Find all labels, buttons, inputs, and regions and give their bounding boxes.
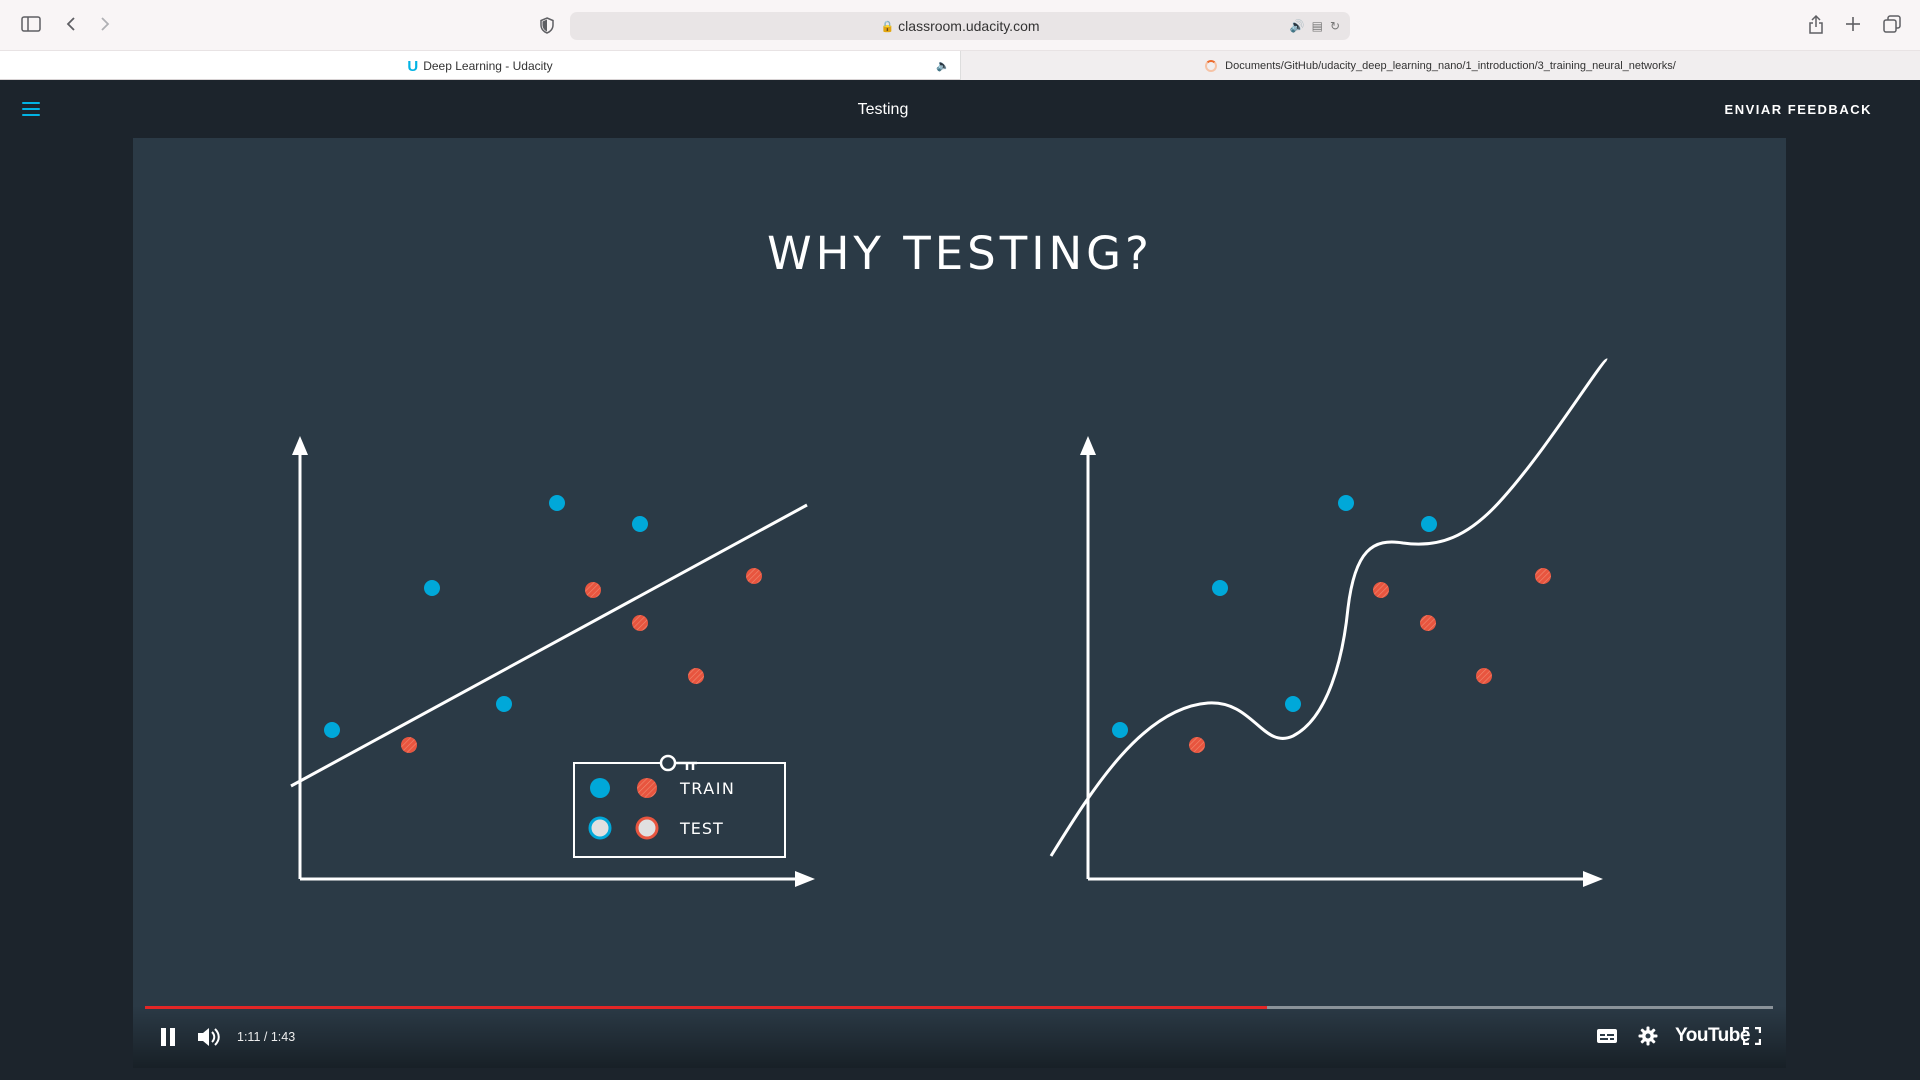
train-point-blue — [424, 580, 440, 596]
reload-icon[interactable]: ↻ — [1329, 19, 1340, 33]
legend-train-blue — [590, 778, 610, 798]
forward-icon[interactable] — [96, 14, 114, 34]
sidebar-toggle-icon[interactable] — [20, 15, 42, 33]
left-chart-points — [324, 495, 762, 753]
classroom-header: Testing ENVIAR FEEDBACK — [0, 80, 1920, 138]
progress-bar[interactable] — [145, 1006, 1773, 1009]
key-icon — [659, 754, 697, 772]
train-point-blue — [549, 495, 565, 511]
right-chart-points — [1112, 495, 1551, 753]
train-point-red — [1476, 668, 1492, 684]
send-feedback-button[interactable]: ENVIAR FEEDBACK — [1724, 102, 1872, 117]
browser-toolbar: 🔒 classroom.udacity.com 🔊 ▤ ↻ — [0, 0, 1920, 50]
tab-documents[interactable]: Documents/GitHub/udacity_deep_learning_n… — [960, 51, 1920, 81]
legend: TRAIN TEST — [573, 754, 786, 858]
legend-test-label: TEST — [679, 819, 724, 838]
train-point-blue — [496, 696, 512, 712]
tab-label: Documents/GitHub/udacity_deep_learning_n… — [1225, 60, 1676, 72]
share-icon[interactable] — [1806, 13, 1826, 35]
train-point-red — [746, 568, 762, 584]
page-title: Testing — [857, 101, 909, 118]
train-point-blue — [632, 516, 648, 532]
pause-icon[interactable] — [160, 1027, 176, 1047]
subtitles-icon[interactable] — [1596, 1028, 1618, 1044]
train-point-blue — [1421, 516, 1437, 532]
right-chart-axes — [1080, 436, 1603, 887]
legend-test-red — [635, 816, 659, 840]
slide-title: WHY TESTING? — [767, 227, 1153, 280]
slide-content: WHY TESTING? — [290, 227, 1609, 887]
progress-fill — [145, 1006, 1268, 1009]
train-point-blue — [1285, 696, 1301, 712]
legend-test-blue — [588, 816, 612, 840]
train-point-red — [1535, 568, 1551, 584]
left-chart-axes — [292, 436, 815, 887]
url-text: classroom.udacity.com — [898, 18, 1040, 34]
train-point-blue — [1112, 722, 1128, 738]
address-bar[interactable]: 🔒 classroom.udacity.com 🔊 ▤ ↻ — [570, 12, 1350, 40]
back-icon[interactable] — [62, 14, 80, 34]
train-point-blue — [1212, 580, 1228, 596]
time-display: 1:11 / 1:43 — [237, 1030, 296, 1044]
train-point-red — [632, 615, 648, 631]
train-point-blue — [324, 722, 340, 738]
tab-deep-learning[interactable]: U Deep Learning - Udacity — [0, 51, 960, 81]
player-controls: 1:11 / 1:43 YouTube — [133, 1006, 1786, 1068]
new-tab-icon[interactable] — [1843, 14, 1863, 34]
privacy-shield-icon[interactable] — [538, 15, 556, 35]
audio-playing-icon[interactable]: 🔊 — [1289, 19, 1305, 33]
loading-spinner-icon — [1205, 60, 1218, 72]
udacity-logo-icon: U — [407, 57, 419, 75]
lock-icon: 🔒 — [880, 20, 895, 33]
settings-icon[interactable] — [1638, 1026, 1658, 1046]
translate-icon[interactable]: ▤ — [1311, 19, 1323, 33]
tab-audio-icon[interactable]: 🔈 — [936, 60, 950, 72]
video-player[interactable]: WHY TESTING? — [133, 138, 1786, 1068]
left-linear-fit-line — [290, 503, 808, 788]
train-point-red — [1189, 737, 1205, 753]
train-point-red — [401, 737, 417, 753]
train-point-blue — [1338, 495, 1354, 511]
fullscreen-icon[interactable] — [1743, 1027, 1761, 1045]
tab-overview-icon[interactable] — [1882, 14, 1902, 34]
train-point-red — [688, 668, 704, 684]
tab-bar: U Deep Learning - Udacity 🔈 Documents/Gi… — [0, 50, 1920, 81]
train-point-red — [1373, 582, 1389, 598]
train-point-red — [585, 582, 601, 598]
menu-icon[interactable] — [22, 102, 40, 116]
train-point-red — [1420, 615, 1436, 631]
legend-train-red — [637, 778, 657, 798]
right-overfit-curve — [1049, 358, 1609, 857]
youtube-logo[interactable]: YouTube — [1675, 1025, 1750, 1046]
legend-train-label: TRAIN — [679, 779, 735, 798]
tab-label: Deep Learning - Udacity — [423, 59, 553, 73]
volume-icon[interactable] — [197, 1026, 221, 1048]
